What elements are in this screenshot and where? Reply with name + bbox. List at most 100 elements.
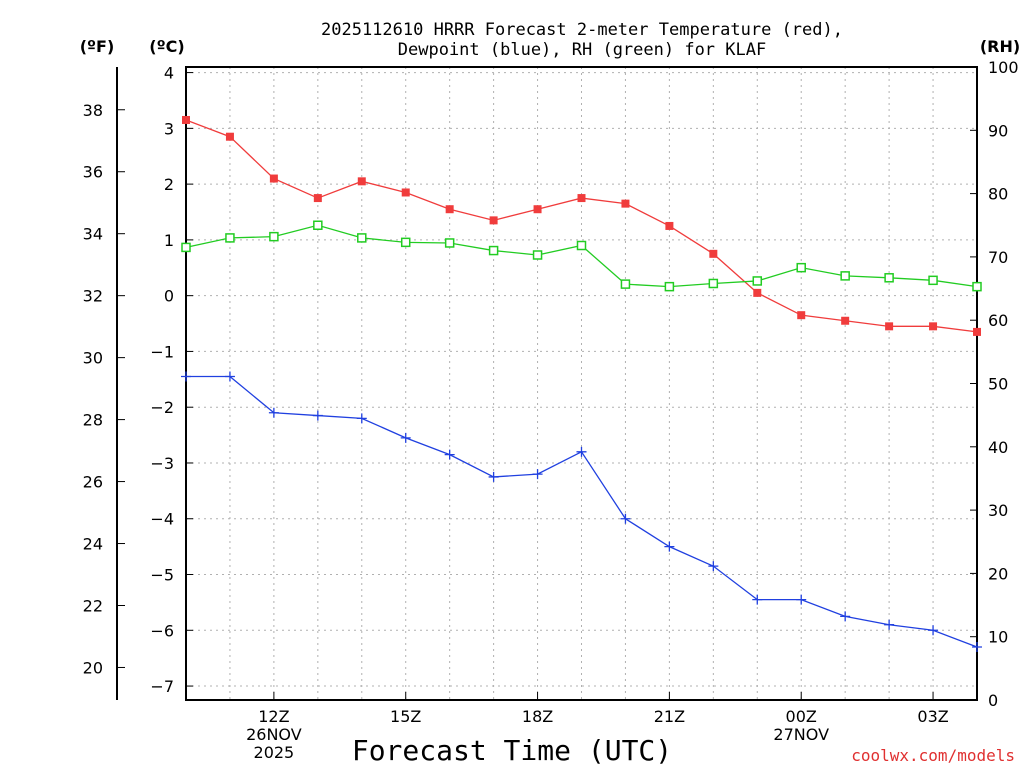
dewpoint-point xyxy=(884,619,895,630)
rh-axis-label: (RH) xyxy=(980,37,1020,56)
relative-humidity-point xyxy=(840,271,850,281)
relative-humidity-point xyxy=(225,233,235,243)
fahrenheit-tick-label: 34 xyxy=(83,225,103,244)
fahrenheit-tick-label: 30 xyxy=(83,349,103,368)
temperature-point xyxy=(401,188,410,197)
temperature-point xyxy=(709,249,718,258)
chart-title-line-1: 2025112610 HRRR Forecast 2-meter Tempera… xyxy=(321,20,843,40)
x-tick-label: 21Z xyxy=(654,707,685,726)
dewpoint-point xyxy=(181,371,191,382)
celsius-tick-label: −3 xyxy=(150,454,174,473)
temperature-point xyxy=(665,221,674,230)
celsius-tick-label: 2 xyxy=(164,175,174,194)
dewpoint-point xyxy=(312,410,323,421)
rh-tick-label: 90 xyxy=(988,121,1008,140)
x-tick-label: 15Z xyxy=(390,707,421,726)
relative-humidity-point xyxy=(796,262,806,273)
temperature-point xyxy=(445,205,454,214)
dewpoint-point xyxy=(356,413,367,424)
relative-humidity-point xyxy=(313,220,323,230)
fahrenheit-tick-label: 22 xyxy=(83,596,103,615)
dewpoint-point xyxy=(268,407,279,418)
temperature-point xyxy=(225,132,234,141)
x-tick-label: 26NOV xyxy=(246,725,302,744)
relative-humidity-point xyxy=(752,276,763,286)
temperature-point xyxy=(929,322,938,331)
rh-tick-label: 100 xyxy=(988,58,1019,77)
relative-humidity-point xyxy=(357,233,367,243)
dewpoint-point xyxy=(840,611,851,622)
temperature-point xyxy=(973,327,981,336)
dewpoint-point xyxy=(620,513,631,524)
x-axis-title: Forecast Time (UTC) xyxy=(352,734,672,767)
celsius-tick-label: −2 xyxy=(150,398,174,417)
relative-humidity-point xyxy=(884,273,894,283)
fahrenheit-tick-label: 20 xyxy=(83,658,103,677)
celsius-tick-label: −4 xyxy=(150,510,174,529)
temperature-point xyxy=(182,115,190,124)
celsius-axis-label: (ºC) xyxy=(149,37,184,56)
rh-tick-label: 20 xyxy=(988,564,1008,583)
fahrenheit-tick-label: 26 xyxy=(83,473,103,492)
x-tick-label: 03Z xyxy=(917,707,948,726)
axis-layer: 20222426283032343638−7−6−5−4−3−2−1012340… xyxy=(83,58,1019,762)
temperature-point xyxy=(489,216,498,225)
relative-humidity-point xyxy=(444,238,455,248)
x-tick-label: 2025 xyxy=(254,743,295,762)
rh-tick-label: 50 xyxy=(988,375,1008,394)
temperature-point xyxy=(533,205,542,214)
dewpoint-point xyxy=(752,594,763,605)
fahrenheit-tick-label: 32 xyxy=(83,287,103,306)
relative-humidity-point xyxy=(488,245,499,256)
temperature-point xyxy=(269,174,278,183)
rh-tick-label: 0 xyxy=(988,691,998,710)
x-tick-label: 27NOV xyxy=(773,725,829,744)
relative-humidity-point xyxy=(400,237,411,248)
rh-tick-label: 80 xyxy=(988,185,1008,204)
rh-tick-label: 70 xyxy=(988,248,1008,267)
chart-title-line-2: Dewpoint (blue), RH (green) for KLAF xyxy=(398,40,766,60)
dewpoint-point xyxy=(488,471,499,482)
celsius-tick-label: 0 xyxy=(164,287,174,306)
fahrenheit-tick-label: 36 xyxy=(83,163,103,182)
rh-tick-label: 10 xyxy=(988,628,1008,647)
celsius-tick-label: −5 xyxy=(150,566,174,585)
relative-humidity-point xyxy=(576,240,587,251)
dewpoint-point xyxy=(444,449,455,460)
temperature-point xyxy=(313,194,322,203)
dewpoint-point xyxy=(400,432,411,443)
temperature-point xyxy=(797,311,806,320)
dewpoint-point xyxy=(796,594,807,605)
rh-tick-label: 40 xyxy=(988,438,1008,457)
relative-humidity-point xyxy=(664,281,675,292)
temperature-point xyxy=(885,322,894,331)
dewpoint-point xyxy=(532,469,543,480)
fahrenheit-tick-label: 28 xyxy=(83,411,103,430)
temperature-point xyxy=(841,316,850,325)
fahrenheit-tick-label: 38 xyxy=(83,101,103,120)
relative-humidity-point xyxy=(269,231,279,242)
x-tick-label: 18Z xyxy=(522,707,553,726)
celsius-tick-label: −1 xyxy=(150,342,174,361)
fahrenheit-tick-label: 24 xyxy=(83,535,103,554)
dewpoint-point xyxy=(576,446,587,457)
dewpoint-point xyxy=(224,371,235,382)
temperature-point xyxy=(753,288,762,297)
relative-humidity-point xyxy=(181,242,191,253)
relative-humidity-point xyxy=(972,281,982,292)
credit-link[interactable]: coolwx.com/models xyxy=(851,746,1015,765)
series-layer xyxy=(181,115,982,653)
relative-humidity-point xyxy=(532,250,543,260)
relative-humidity-point xyxy=(708,278,719,289)
dewpoint-point xyxy=(972,642,982,653)
dewpoint-point xyxy=(664,541,675,552)
celsius-tick-label: −6 xyxy=(150,621,174,640)
temperature-point xyxy=(577,194,586,203)
celsius-tick-label: 4 xyxy=(164,64,174,83)
celsius-tick-label: 1 xyxy=(164,231,174,250)
celsius-tick-label: −7 xyxy=(150,677,174,696)
fahrenheit-axis-label: (ºF) xyxy=(80,37,115,56)
celsius-tick-label: 3 xyxy=(164,119,174,138)
